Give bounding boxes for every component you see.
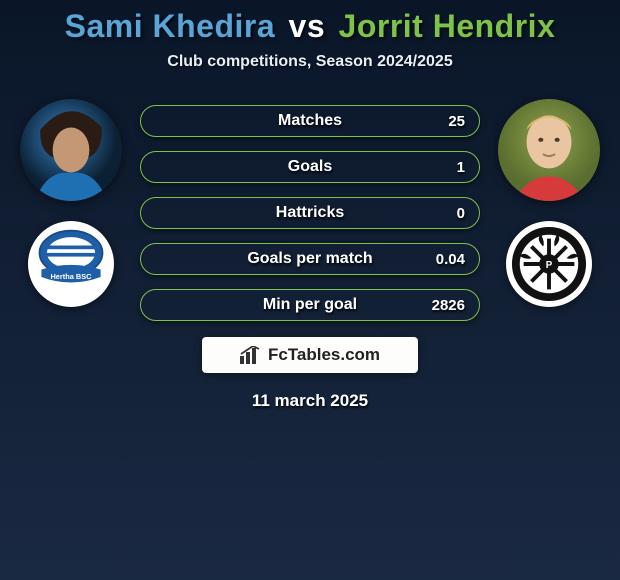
left-column: Hertha BSC bbox=[20, 99, 122, 307]
stat-value-right: 0 bbox=[457, 205, 465, 222]
stat-value-right: 2826 bbox=[432, 297, 465, 314]
stat-label: Goals per match bbox=[247, 250, 372, 268]
chart-icon bbox=[240, 346, 262, 364]
stat-label: Hattricks bbox=[276, 204, 344, 222]
comparison-body: Hertha BSC Matches 25 Goals 1 Hattricks 0 Goal… bbox=[0, 99, 620, 321]
right-column: P bbox=[498, 99, 600, 307]
stat-row: Matches 25 bbox=[140, 105, 480, 137]
stat-value-right: 25 bbox=[448, 113, 465, 130]
date-text: 11 march 2025 bbox=[252, 391, 368, 411]
brand-box[interactable]: FcTables.com bbox=[202, 337, 418, 373]
player2-avatar bbox=[498, 99, 600, 201]
stat-value-right: 1 bbox=[457, 159, 465, 176]
stat-row: Hattricks 0 bbox=[140, 197, 480, 229]
stat-label: Matches bbox=[278, 112, 342, 130]
stats-table: Matches 25 Goals 1 Hattricks 0 Goals per match… bbox=[140, 99, 480, 321]
player2-name: Jorrit Hendrix bbox=[339, 8, 556, 44]
vs-text: vs bbox=[289, 8, 326, 44]
player2-avatar-art bbox=[498, 99, 600, 201]
stat-row: Goals per match 0.04 bbox=[140, 243, 480, 275]
stat-label: Goals bbox=[288, 158, 332, 176]
player1-name: Sami Khedira bbox=[65, 8, 276, 44]
preussen-badge: P bbox=[510, 225, 588, 303]
hertha-bsc-badge: Hertha BSC bbox=[34, 227, 108, 301]
subtitle: Club competitions, Season 2024/2025 bbox=[167, 53, 452, 71]
svg-text:P: P bbox=[546, 260, 553, 271]
player1-avatar bbox=[20, 99, 122, 201]
player2-club-badge: P bbox=[506, 221, 592, 307]
stat-row: Min per goal 2826 bbox=[140, 289, 480, 321]
player1-club-badge: Hertha BSC bbox=[28, 221, 114, 307]
stat-row: Goals 1 bbox=[140, 151, 480, 183]
comparison-title: Sami Khedira vs Jorrit Hendrix bbox=[65, 8, 556, 45]
player1-avatar-art bbox=[20, 99, 122, 201]
brand-text: FcTables.com bbox=[268, 345, 380, 365]
svg-text:Hertha BSC: Hertha BSC bbox=[50, 272, 92, 281]
stat-value-right: 0.04 bbox=[436, 251, 465, 268]
stat-label: Min per goal bbox=[263, 296, 357, 314]
